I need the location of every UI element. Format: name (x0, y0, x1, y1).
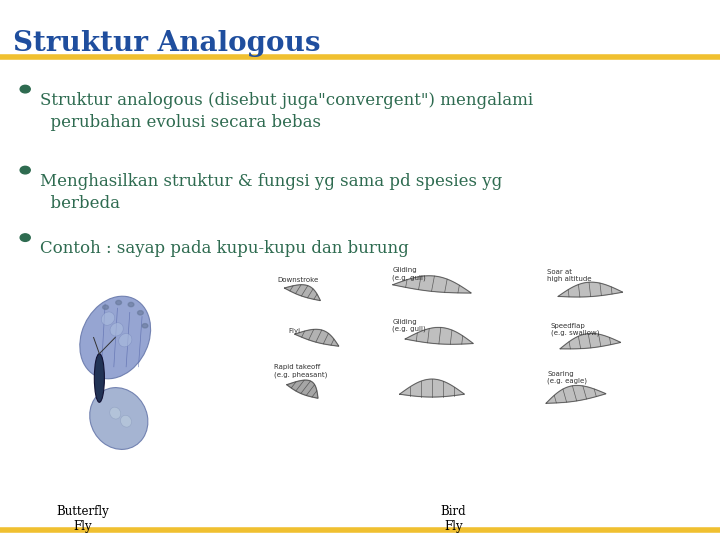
Ellipse shape (109, 407, 121, 419)
Text: Contoh : sayap pada kupu-kupu dan burung: Contoh : sayap pada kupu-kupu dan burung (40, 240, 408, 257)
Circle shape (142, 323, 148, 328)
Text: Downstroke: Downstroke (277, 278, 318, 284)
Text: Struktur analogous (disebut juga"convergent") mengalami
  perubahan evolusi seca: Struktur analogous (disebut juga"converg… (40, 92, 533, 131)
Text: Flyi: Flyi (288, 328, 300, 334)
Text: Menghasilkan struktur & fungsi yg sama pd spesies yg
  berbeda: Menghasilkan struktur & fungsi yg sama p… (40, 173, 502, 212)
Text: Soar at
high altitude: Soar at high altitude (547, 269, 592, 282)
Text: Struktur Analogous: Struktur Analogous (13, 30, 320, 57)
Text: Speedflap
(e.g. swallow): Speedflap (e.g. swallow) (551, 323, 599, 336)
Circle shape (116, 300, 122, 305)
Text: Rapid takeoff
(e.g. pheasant): Rapid takeoff (e.g. pheasant) (274, 364, 327, 378)
Polygon shape (294, 329, 339, 346)
Text: Bird
Fly: Bird Fly (441, 505, 467, 533)
Circle shape (103, 305, 109, 309)
Text: Gliding
(e.g. gull): Gliding (e.g. gull) (392, 319, 426, 332)
Circle shape (20, 85, 30, 93)
Polygon shape (560, 334, 621, 349)
Polygon shape (546, 386, 606, 403)
Ellipse shape (102, 312, 114, 325)
Ellipse shape (120, 415, 132, 427)
Polygon shape (393, 276, 471, 293)
Circle shape (138, 310, 143, 315)
Polygon shape (405, 327, 473, 345)
Polygon shape (400, 379, 464, 397)
Polygon shape (558, 282, 623, 297)
Ellipse shape (94, 354, 104, 402)
Ellipse shape (80, 296, 150, 379)
Circle shape (128, 302, 134, 307)
Text: Butterfly
Fly: Butterfly Fly (56, 505, 109, 533)
Ellipse shape (110, 323, 123, 336)
Circle shape (20, 234, 30, 241)
Ellipse shape (90, 388, 148, 449)
Ellipse shape (119, 334, 132, 347)
Polygon shape (287, 380, 318, 399)
Text: Soaring
(e.g. eagle): Soaring (e.g. eagle) (547, 371, 588, 384)
Polygon shape (284, 285, 320, 301)
Text: Gliding
(e.g. gull): Gliding (e.g. gull) (392, 267, 426, 281)
Circle shape (20, 166, 30, 174)
